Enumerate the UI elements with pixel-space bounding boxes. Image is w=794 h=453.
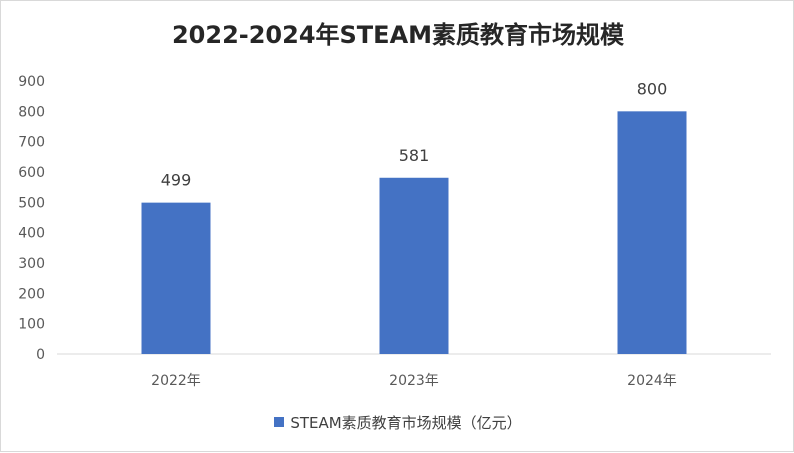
x-tick-label: 2022年 [151,373,201,389]
y-tick-label: 300 [18,256,45,272]
data-label: 499 [161,171,192,190]
y-tick-label: 100 [18,317,45,333]
bar [141,202,211,354]
y-tick-label: 0 [36,347,45,363]
legend: STEAM素质教育市场规模（亿元） [1,412,794,433]
y-tick-label: 900 [18,74,45,90]
y-tick-label: 400 [18,226,45,242]
legend-swatch [274,416,285,427]
y-tick-label: 500 [18,195,45,211]
y-tick-label: 200 [18,286,45,302]
y-tick-label: 700 [18,135,45,151]
data-label: 800 [637,79,668,98]
y-tick-label: 600 [18,165,45,181]
bar [379,177,449,354]
x-tick-label: 2023年 [389,373,439,389]
bar [617,111,687,354]
chart-title: 2022-2024年STEAM素质教育市场规模 [171,21,625,49]
x-tick-label: 2024年 [627,373,677,389]
legend-label: STEAM素质教育市场规模（亿元） [290,414,522,432]
y-tick-label: 800 [18,104,45,120]
data-label: 581 [399,146,430,165]
